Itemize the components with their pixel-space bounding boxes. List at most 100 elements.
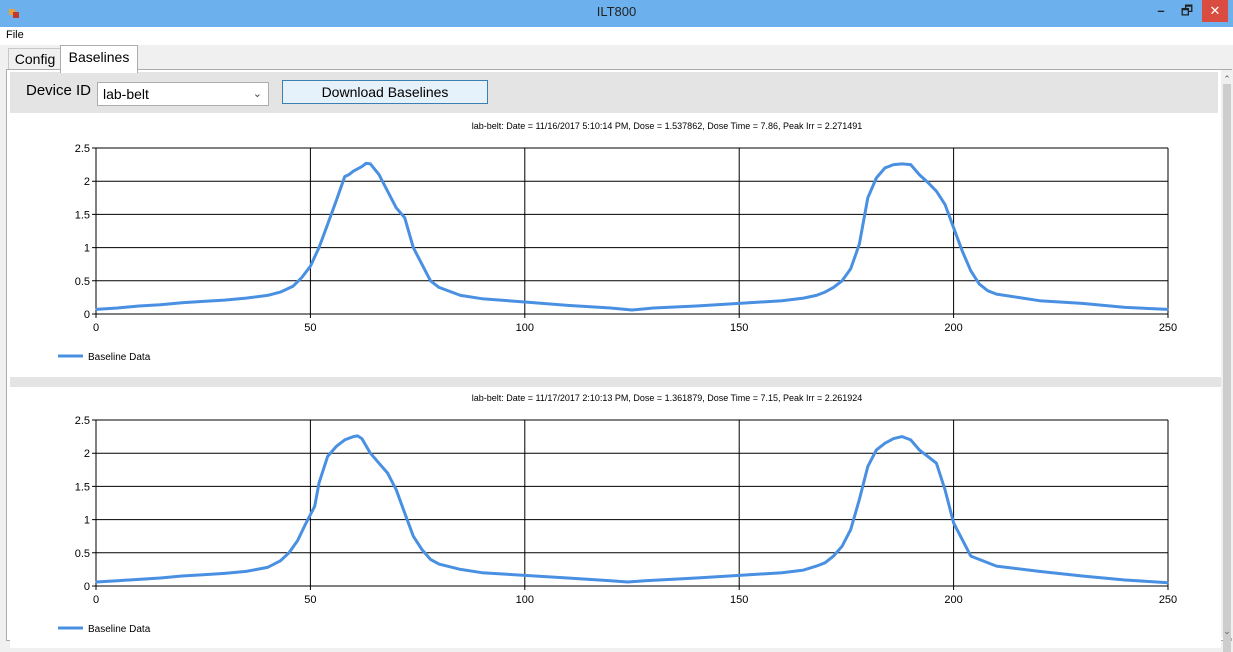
vertical-scrollbar[interactable]: ⌃ ⌄ — [1221, 70, 1233, 652]
data-point — [1167, 582, 1169, 584]
data-point — [987, 290, 989, 292]
scrollbar-thumb[interactable] — [1223, 84, 1231, 652]
data-point — [224, 299, 226, 301]
menu-file[interactable]: File — [6, 29, 24, 41]
app-icon — [9, 9, 19, 18]
data-point — [421, 263, 423, 265]
legend-label: Baseline Data — [88, 352, 151, 363]
data-point — [292, 285, 294, 287]
data-point — [1017, 296, 1019, 298]
data-point — [850, 529, 852, 531]
data-point — [314, 505, 316, 507]
data-point — [305, 522, 307, 524]
y-tick-label: 1 — [84, 515, 90, 527]
data-point — [378, 462, 380, 464]
menu-bar: File — [0, 27, 1233, 45]
data-point — [884, 167, 886, 169]
data-point — [159, 577, 161, 579]
y-tick-label: 1.5 — [75, 481, 90, 493]
data-point — [781, 300, 783, 302]
data-point — [901, 436, 903, 438]
data-point — [841, 545, 843, 547]
download-baselines-button[interactable]: Download Baselines — [282, 80, 488, 104]
data-point — [884, 442, 886, 444]
close-button[interactable]: ✕ — [1202, 0, 1228, 22]
x-tick-label: 200 — [944, 322, 962, 334]
data-point — [935, 462, 938, 464]
x-tick-label: 150 — [730, 322, 748, 334]
x-tick-label: 50 — [304, 594, 316, 606]
y-tick-label: 1 — [84, 243, 90, 255]
device-id-value: lab-belt — [103, 86, 149, 102]
data-point — [335, 446, 337, 448]
data-point — [421, 548, 423, 551]
scroll-up-arrow-icon[interactable]: ⌃ — [1223, 74, 1231, 84]
data-point — [802, 297, 805, 299]
series-line — [95, 434, 1169, 585]
baseline-chart-1: lab-belt: Date = 11/16/2017 5:10:14 PM, … — [10, 116, 1221, 376]
data-point — [352, 436, 354, 438]
data-point — [224, 572, 226, 574]
data-point — [953, 522, 955, 524]
data-point — [404, 512, 406, 514]
data-point — [412, 247, 414, 249]
data-point — [116, 580, 118, 582]
data-point — [893, 164, 895, 166]
data-point — [695, 305, 697, 307]
baseline-chart-2-svg: lab-belt: Date = 11/17/2017 2:10:13 PM, … — [58, 393, 1177, 635]
tab-config[interactable]: Config — [8, 48, 62, 71]
data-point — [181, 575, 183, 577]
data-point — [352, 170, 354, 172]
data-point — [438, 563, 440, 565]
data-point — [610, 307, 612, 309]
data-point — [1038, 570, 1040, 572]
data-point — [627, 581, 629, 583]
data-point — [318, 482, 320, 484]
data-point — [567, 304, 569, 306]
data-point — [395, 207, 397, 209]
data-point — [438, 286, 440, 288]
data-point — [335, 200, 337, 202]
maximize-button[interactable]: 🗗 — [1180, 3, 1194, 18]
data-point — [944, 489, 946, 491]
y-tick-label: 0.5 — [75, 548, 90, 560]
device-id-select[interactable]: lab-belt ⌄ — [97, 82, 269, 106]
data-point — [970, 555, 972, 557]
x-tick-label: 200 — [944, 594, 962, 606]
title-bar: ILT800 – 🗗 ✕ — [0, 0, 1233, 27]
data-point — [245, 297, 247, 299]
data-point — [893, 438, 895, 440]
data-point — [995, 293, 998, 295]
y-tick-label: 2.5 — [75, 415, 90, 427]
data-point — [378, 174, 380, 176]
scroll-down-arrow-icon[interactable]: ⌄ — [1223, 626, 1231, 636]
legend-label: Baseline Data — [88, 624, 151, 635]
data-point — [910, 164, 912, 166]
data-point — [481, 298, 483, 300]
data-point — [202, 300, 204, 302]
data-point — [867, 465, 869, 468]
data-point — [387, 472, 389, 474]
data-point — [348, 174, 350, 176]
data-point — [738, 574, 740, 576]
y-tick-label: 2.5 — [75, 143, 90, 155]
data-point — [953, 227, 955, 229]
data-point — [116, 307, 118, 309]
minimize-button[interactable]: – — [1157, 3, 1165, 18]
data-point — [301, 276, 303, 279]
data-point — [404, 217, 406, 219]
x-tick-label: 100 — [516, 322, 534, 334]
x-tick-label: 100 — [516, 594, 534, 606]
x-tick-label: 250 — [1159, 594, 1177, 606]
device-id-label: Device ID — [26, 82, 92, 99]
data-point — [875, 449, 878, 451]
y-tick-label: 2 — [84, 448, 90, 460]
data-point — [369, 452, 371, 454]
data-point — [815, 294, 818, 296]
data-point — [944, 203, 946, 205]
chart-separator — [10, 377, 1221, 387]
data-point — [138, 578, 140, 580]
baseline-chart-2: lab-belt: Date = 11/17/2017 2:10:13 PM, … — [10, 388, 1221, 648]
tab-baselines[interactable]: Baselines — [60, 45, 138, 73]
x-tick-label: 0 — [93, 594, 99, 606]
